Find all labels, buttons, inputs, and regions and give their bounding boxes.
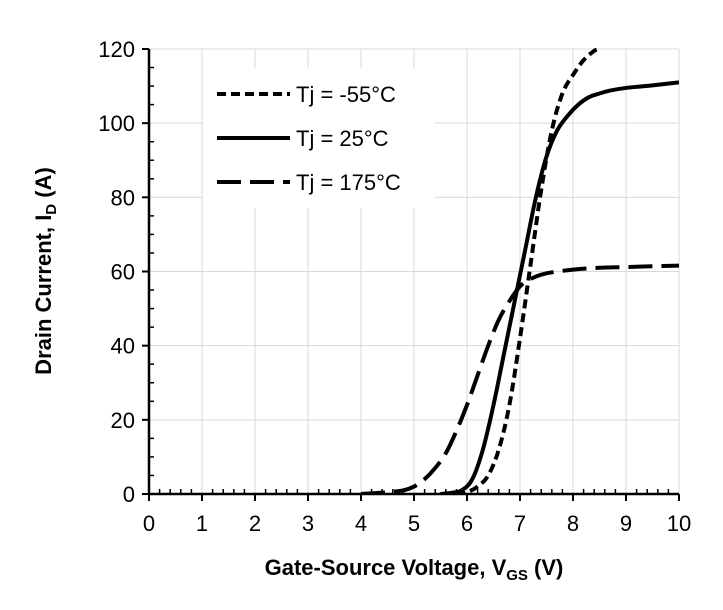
- x-tick-label: 6: [461, 511, 473, 536]
- y-axis-title: Drain Current, ID (A): [31, 167, 60, 375]
- series-lines: [360, 48, 679, 494]
- legend-label-2: Tj = 25°C: [296, 126, 389, 151]
- x-tick-label: 8: [567, 511, 579, 536]
- y-tick-label: 20: [111, 408, 135, 433]
- series-line-2: [440, 80, 679, 494]
- x-tick-label: 4: [355, 511, 367, 536]
- y-tick-label: 0: [123, 482, 135, 507]
- legend: Tj = -55°C Tj = 25°C Tj = 175°C: [203, 68, 435, 208]
- x-tick-label: 10: [667, 511, 691, 536]
- x-tick-label: 5: [408, 511, 420, 536]
- axes: [142, 48, 680, 501]
- y-tick-label: 100: [98, 111, 135, 136]
- x-tick-label: 0: [143, 511, 155, 536]
- legend-label-3: Tj = 175°C: [296, 170, 401, 195]
- y-tick-label: 40: [111, 334, 135, 359]
- series-line-3: [360, 263, 679, 494]
- x-axis-title: Gate-Source Voltage, VGS (V): [265, 555, 564, 584]
- y-tick-label: 120: [98, 37, 135, 62]
- x-tick-label: 3: [302, 511, 314, 536]
- x-tick-label: 1: [196, 511, 208, 536]
- legend-label-1: Tj = -55°C: [296, 82, 396, 107]
- y-tick-label: 80: [111, 185, 135, 210]
- y-tick-label: 60: [111, 260, 135, 285]
- x-tick-label: 9: [620, 511, 632, 536]
- x-tick-label: 2: [249, 511, 261, 536]
- x-tick-label: 7: [514, 511, 526, 536]
- series-line-1: [456, 48, 601, 494]
